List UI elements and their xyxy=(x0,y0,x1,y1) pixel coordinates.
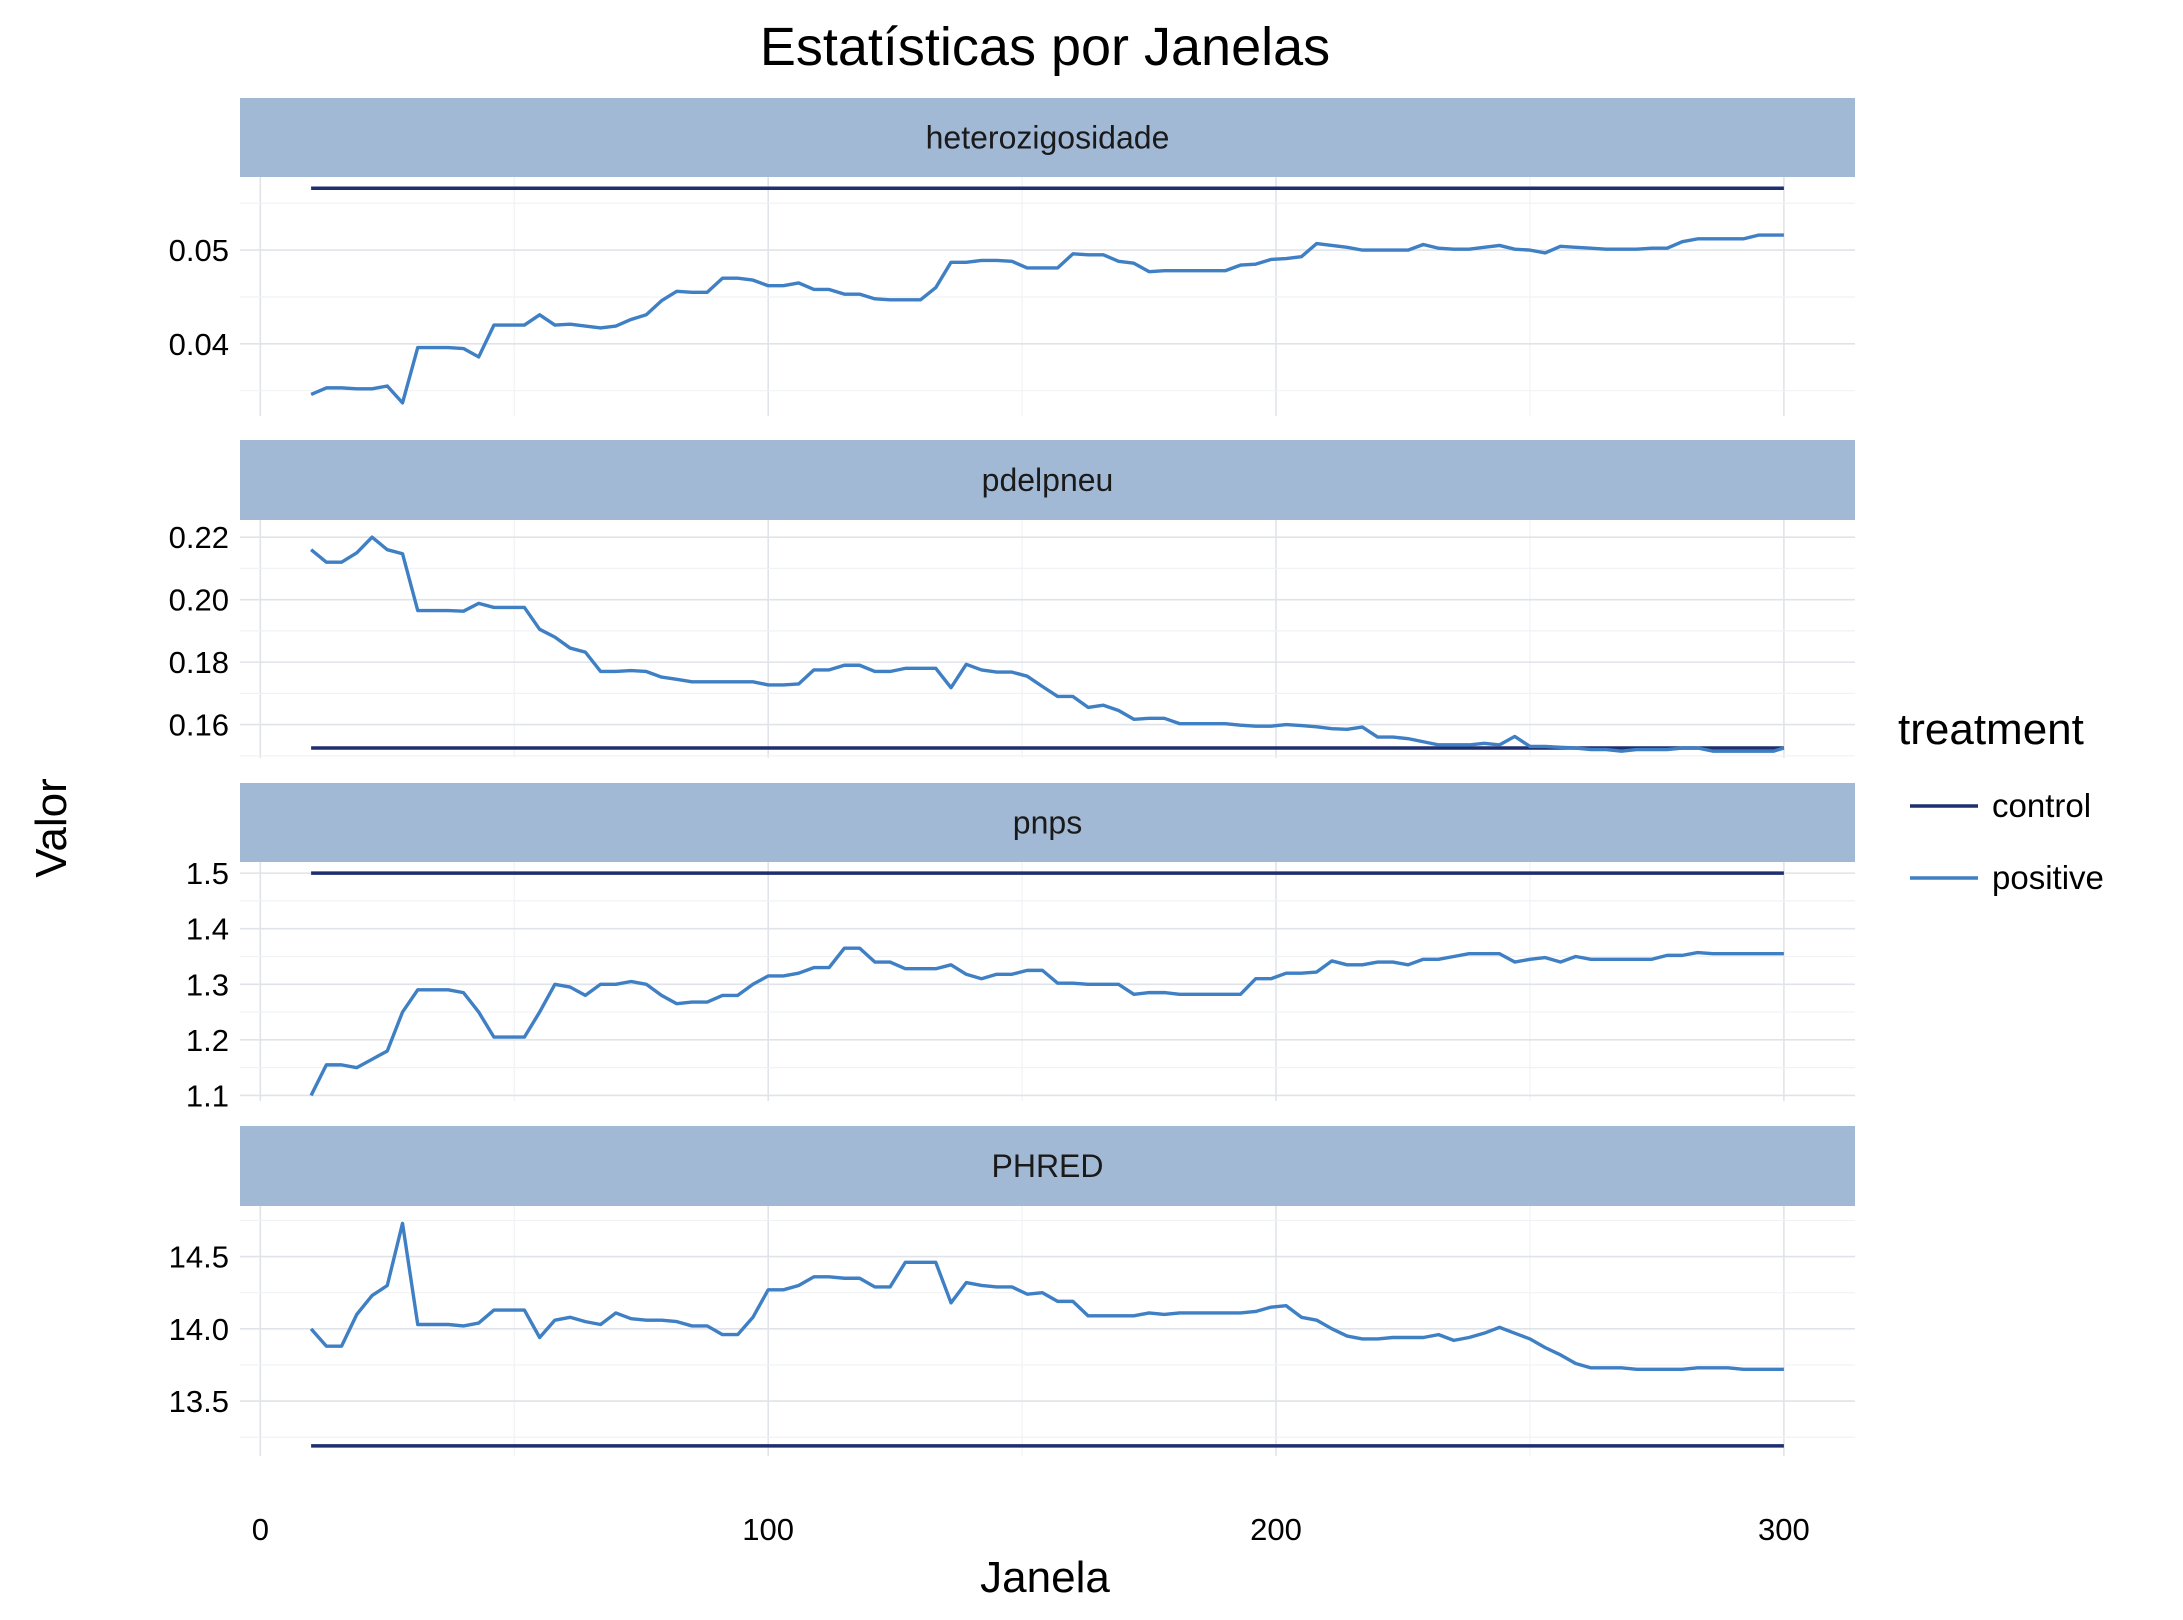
legend-label-positive: positive xyxy=(1992,859,2104,896)
facet-panels: heterozigosidade 0.04 0.05 pdelpneu 0.16 0.18… xyxy=(169,98,1855,1456)
x-tick-label: 200 xyxy=(1250,1512,1302,1547)
y-tick-label: 0.20 xyxy=(169,583,229,618)
y-tick-label: 14.5 xyxy=(169,1240,229,1275)
series-line-positive xyxy=(309,1221,1784,1371)
x-axis: 0 100 200 300 xyxy=(252,1512,1810,1547)
series-line-positive xyxy=(310,233,1784,405)
chart-title: Estatísticas por Janelas xyxy=(760,17,1330,77)
facet-strip-label: pnps xyxy=(1013,805,1082,841)
y-tick-label: 1.1 xyxy=(186,1078,229,1113)
facet-strip xyxy=(240,1126,1855,1206)
gridlines xyxy=(240,177,1855,416)
y-tick-label: 0.05 xyxy=(169,233,229,268)
x-axis-title: Janela xyxy=(980,1553,1110,1602)
y-axis-title: Valor xyxy=(27,778,76,877)
series-line-positive xyxy=(310,535,1785,753)
facet-strip xyxy=(240,440,1855,520)
facet-panel-pnps: pnps 1.1 1.2 1.3 1.4 1.5 xyxy=(186,783,1855,1113)
y-tick-label: 0.18 xyxy=(169,645,229,680)
facet-panel-heterozigosidade: heterozigosidade 0.04 0.05 xyxy=(169,98,1855,416)
y-tick-label: 0.22 xyxy=(169,520,229,555)
x-tick-label: 300 xyxy=(1758,1512,1810,1547)
gridlines xyxy=(240,520,1855,758)
y-tick-label: 14.0 xyxy=(169,1312,229,1347)
facet-panel-phred: PHRED 13.5 14.0 14.5 xyxy=(169,1126,1855,1456)
series-line-positive xyxy=(309,946,1784,1097)
facet-strip xyxy=(240,783,1855,862)
legend: treatment control positive xyxy=(1898,705,2104,896)
y-tick-label: 1.5 xyxy=(186,856,229,891)
facet-strip xyxy=(240,98,1855,177)
x-tick-label: 100 xyxy=(742,1512,794,1547)
y-tick-label: 0.04 xyxy=(169,327,229,362)
legend-title: treatment xyxy=(1898,705,2084,754)
facet-strip-label: heterozigosidade xyxy=(926,120,1170,156)
y-tick-label: 1.3 xyxy=(186,967,229,1002)
y-tick-label: 0.16 xyxy=(169,708,229,743)
y-tick-label: 1.4 xyxy=(186,912,229,947)
gridlines xyxy=(240,1206,1855,1456)
x-tick-label: 0 xyxy=(252,1512,269,1547)
facet-panel-pdelpneu: pdelpneu 0.16 0.18 0.20 0.22 xyxy=(169,440,1855,758)
legend-label-control: control xyxy=(1992,787,2091,824)
gridlines xyxy=(240,862,1855,1101)
y-tick-label: 13.5 xyxy=(169,1384,229,1419)
facet-strip-label: PHRED xyxy=(991,1148,1103,1184)
y-tick-label: 1.2 xyxy=(186,1023,229,1058)
facet-strip-label: pdelpneu xyxy=(982,462,1114,498)
